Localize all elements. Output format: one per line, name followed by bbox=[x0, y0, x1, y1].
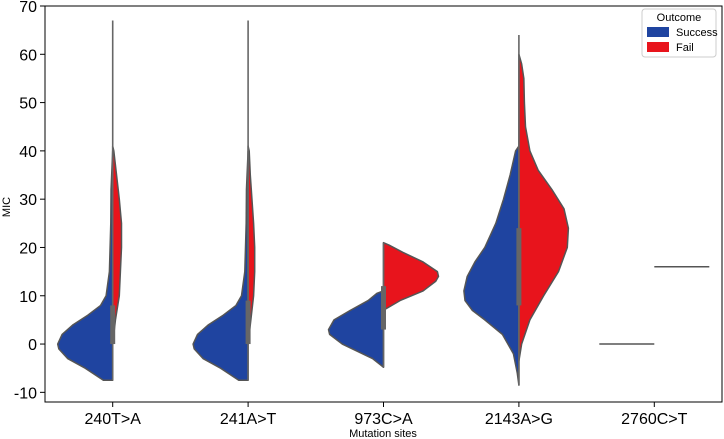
iqr-box-0 bbox=[110, 305, 116, 345]
x-tick-label: 2143A>G bbox=[485, 411, 553, 428]
legend-label-fail: Fail bbox=[676, 42, 694, 54]
y-tick-label: 60 bbox=[19, 47, 37, 64]
box-group bbox=[110, 20, 522, 386]
legend-label-success: Success bbox=[676, 27, 718, 39]
y-tick-label: 30 bbox=[19, 192, 37, 209]
y-tick-label: 70 bbox=[19, 0, 37, 16]
x-tick-label: 240T>A bbox=[84, 411, 141, 428]
legend-swatch-success bbox=[647, 27, 669, 37]
iqr-box-2 bbox=[381, 286, 386, 330]
y-tick-label: -10 bbox=[14, 385, 37, 402]
iqr-box-3 bbox=[516, 228, 522, 306]
violin-fail-3 bbox=[518, 53, 570, 362]
violin-success-3 bbox=[463, 145, 520, 386]
legend: Outcome Success Fail bbox=[641, 8, 718, 58]
x-axis: 240T>A 241A>T 973C>A 2143A>G 2760C>T bbox=[84, 402, 688, 428]
x-tick-label: 973C>A bbox=[354, 411, 413, 428]
x-tick-label: 241A>T bbox=[220, 411, 277, 428]
violin-success-0 bbox=[56, 150, 114, 382]
violin-success-2 bbox=[327, 290, 385, 368]
y-tick-label: 10 bbox=[19, 289, 37, 306]
violin-success-1 bbox=[192, 150, 249, 382]
legend-title: Outcome bbox=[657, 12, 702, 24]
x-axis-title: Mutation sites bbox=[349, 428, 417, 439]
y-tick-label: 40 bbox=[19, 144, 37, 161]
legend-swatch-fail bbox=[647, 42, 669, 52]
y-axis: -10 0 10 20 30 40 50 60 70 bbox=[14, 0, 45, 402]
y-tick-label: 0 bbox=[28, 337, 37, 354]
y-axis-title: MIC bbox=[1, 197, 13, 217]
iqr-box-1 bbox=[245, 300, 251, 345]
y-tick-label: 20 bbox=[19, 240, 37, 257]
y-tick-label: 50 bbox=[19, 96, 37, 113]
x-tick-label: 2760C>T bbox=[621, 411, 687, 428]
violin-fail-2 bbox=[382, 241, 440, 311]
